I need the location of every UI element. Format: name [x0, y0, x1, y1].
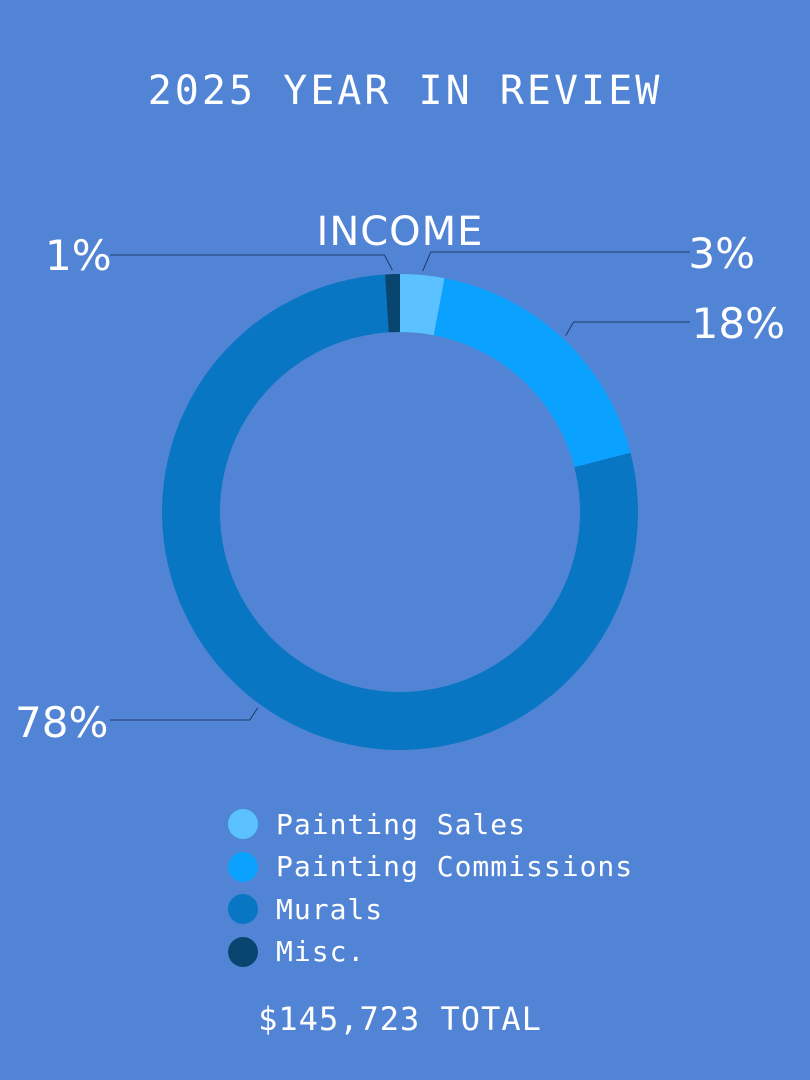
legend-item-murals: Murals: [228, 888, 788, 931]
legend-label: Painting Commissions: [276, 850, 634, 884]
legend-swatch: [228, 851, 258, 882]
legend-item-painting-sales: Painting Sales: [228, 803, 788, 846]
legend-swatch: [228, 894, 258, 925]
chart-title: INCOME: [317, 209, 484, 255]
leader-line-painting-sales: [422, 251, 690, 272]
percent-labels: 3% 18% 78% 1%: [15, 229, 785, 747]
legend-swatch: [228, 809, 258, 840]
legend-label: Murals: [276, 892, 384, 926]
legend-label: Painting Sales: [276, 807, 527, 841]
total-income: $145,723 TOTAL: [258, 1000, 542, 1038]
legend-item-painting-commissions: Painting Commissions: [228, 846, 788, 889]
page-title: 2025 YEAR IN REVIEW: [147, 68, 663, 114]
slice-painting-commissions: [433, 278, 631, 468]
leader-line-misc: [110, 254, 393, 271]
legend: Painting Sales Painting Commissions Murals…: [228, 803, 788, 973]
percent-label-painting-sales: 3%: [688, 229, 755, 278]
legend-item-misc: Misc.: [228, 931, 788, 974]
legend-label: Misc.: [276, 935, 366, 969]
percent-label-murals: 78%: [15, 698, 108, 747]
percent-label-painting-commissions: 18%: [692, 299, 785, 348]
leader-line-murals: [110, 707, 259, 721]
leader-lines: [110, 251, 690, 721]
slice-painting-sales: [400, 274, 445, 336]
donut-slices: [162, 274, 638, 751]
leader-line-painting-commissions: [565, 321, 690, 336]
percent-label-misc: 1%: [45, 231, 112, 280]
legend-swatch: [228, 936, 258, 967]
slice-misc: [385, 274, 400, 333]
